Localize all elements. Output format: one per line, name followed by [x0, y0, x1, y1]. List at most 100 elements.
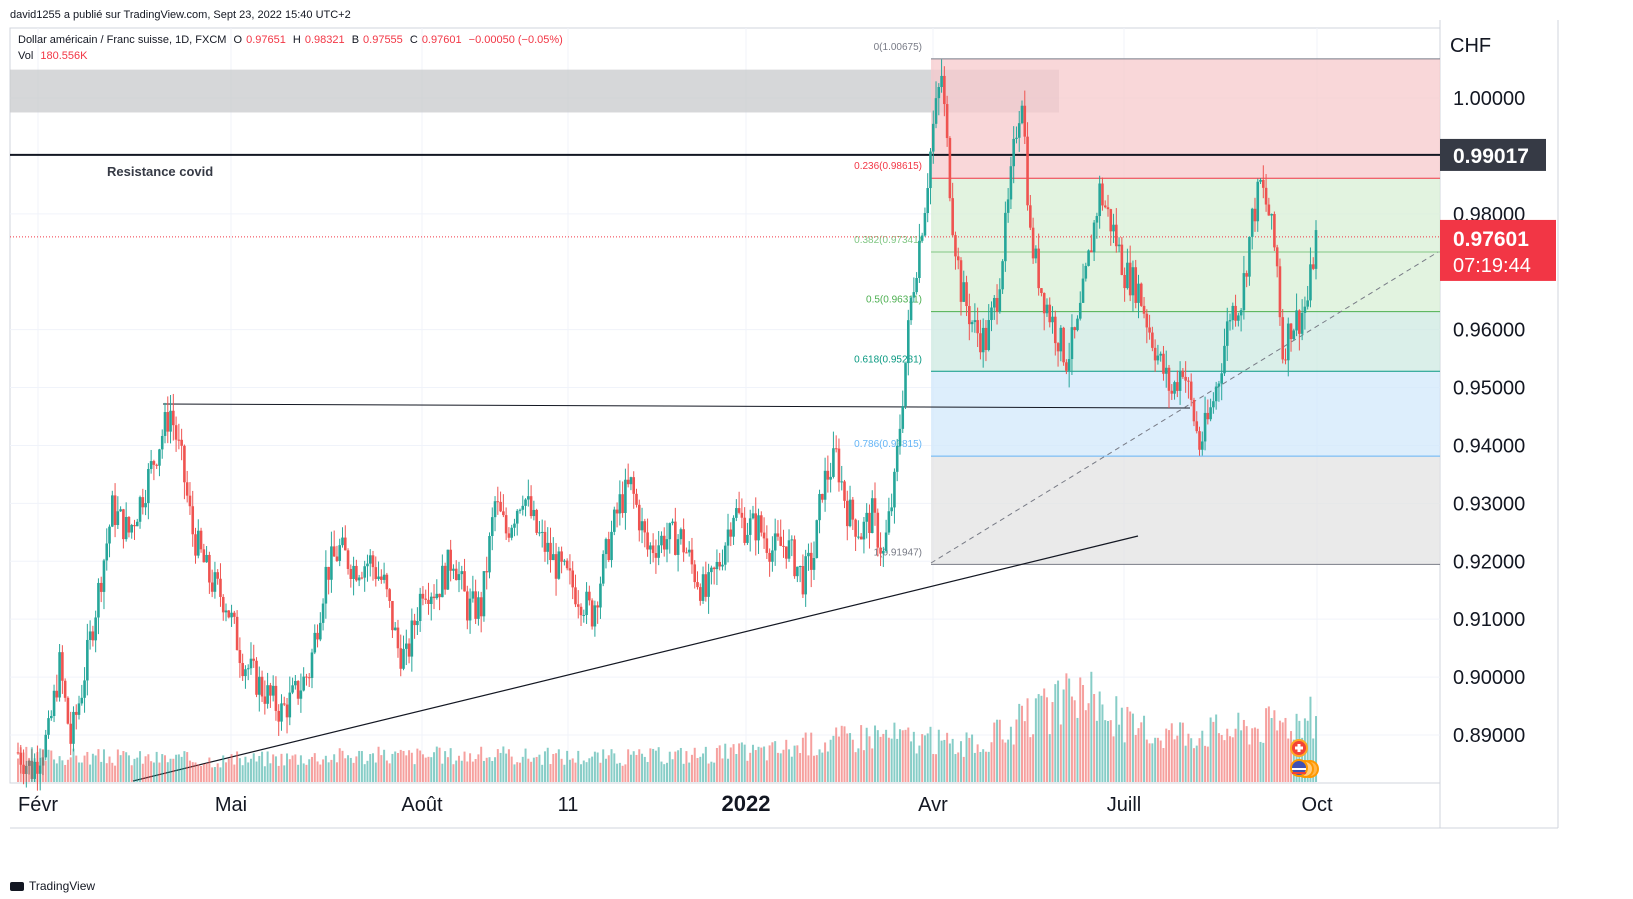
candle-body	[1045, 304, 1049, 314]
candle-body	[887, 511, 891, 533]
volume-bar	[1229, 736, 1232, 782]
candle-body	[923, 213, 927, 236]
volume-bar	[771, 742, 774, 782]
volume-bar	[1093, 694, 1096, 782]
fib-label-0.382: 0.382(0.97341)	[854, 235, 922, 246]
volume-bar	[377, 746, 380, 782]
candle-body	[843, 481, 846, 501]
volume-bar	[1068, 678, 1071, 782]
candle-body	[640, 521, 644, 531]
volume-bar	[1187, 733, 1190, 782]
candle-body	[418, 593, 422, 621]
candle-body	[876, 512, 880, 548]
candle-body	[335, 556, 339, 561]
candle-body	[504, 515, 508, 534]
candle-body	[1120, 244, 1124, 275]
volume-bar	[699, 756, 702, 782]
candle-body	[1273, 214, 1276, 248]
candle-body	[743, 517, 746, 543]
candle-body	[1167, 367, 1171, 391]
candle-body	[330, 546, 333, 580]
candle-body	[1153, 347, 1157, 361]
volume-bar	[1168, 730, 1171, 782]
volume-bar	[807, 755, 810, 782]
volume-bar	[510, 756, 513, 782]
candle-body	[310, 652, 314, 678]
candle-body	[721, 564, 724, 567]
symbol-legend[interactable]: Dollar américain / Franc suisse, 1D, FXC…	[18, 34, 567, 46]
candle-body	[790, 539, 794, 541]
candle-body	[568, 568, 572, 571]
volume-bar	[141, 763, 144, 782]
candle-body	[166, 412, 170, 432]
volume-bar	[330, 759, 333, 782]
symbol-title: Dollar américain / Franc suisse, 1D, FXC…	[18, 34, 227, 46]
volume-bar	[144, 756, 147, 782]
candle-body	[1270, 214, 1273, 216]
volume-bar	[879, 736, 882, 782]
candle-body	[249, 658, 253, 669]
volume-bar	[1104, 720, 1107, 782]
volume-bar	[1059, 724, 1062, 782]
time-tick-label: 2022	[722, 791, 771, 816]
candle-body	[585, 591, 588, 616]
tradingview-brand[interactable]: TradingView	[10, 879, 95, 893]
candle-body	[349, 568, 353, 579]
candle-body	[396, 627, 400, 649]
volume-bar	[1170, 723, 1173, 782]
candle-body	[765, 538, 769, 553]
volume-bar	[840, 725, 843, 782]
volume-label: Vol	[18, 50, 34, 62]
candle-body	[973, 320, 977, 323]
volume-bar	[585, 762, 588, 782]
volume-bar	[857, 748, 860, 782]
volume-bar	[990, 742, 993, 782]
candle-body	[288, 692, 292, 718]
candle-body	[751, 513, 755, 519]
candle-body	[729, 529, 733, 537]
candle-body	[482, 571, 486, 617]
volume-bar	[815, 755, 818, 782]
candle-body	[1209, 407, 1212, 420]
volume-bar	[937, 729, 940, 782]
candle-body	[679, 529, 683, 540]
volume-bar	[161, 754, 164, 782]
volume-bar	[297, 764, 300, 782]
candle-body	[956, 256, 960, 261]
candle-body	[1048, 304, 1052, 323]
volume-bars	[17, 671, 1317, 782]
volume-bar	[629, 754, 632, 782]
volume-bar	[1065, 673, 1068, 782]
volume-bar	[776, 752, 779, 782]
candle-body	[380, 576, 383, 580]
volume-bar	[444, 751, 447, 782]
candle-body	[502, 511, 505, 516]
candle-body	[762, 532, 766, 539]
candle-body	[47, 718, 50, 735]
volume-bar	[568, 759, 571, 782]
volume-bar	[286, 753, 289, 782]
resistance-price-tag	[1440, 138, 1546, 171]
volume-bar	[851, 739, 854, 782]
candle-body	[1300, 312, 1304, 334]
candle-body	[934, 98, 938, 124]
volume-bar	[294, 754, 297, 782]
candle-body	[540, 531, 544, 533]
fib-zone-0.382	[931, 251, 1440, 312]
candle-body	[621, 494, 624, 513]
volume-bar	[926, 733, 929, 782]
volume-bar	[865, 727, 868, 782]
candle-body	[940, 75, 943, 87]
volume-bar	[690, 754, 693, 782]
volume-bar	[125, 752, 128, 782]
volume-legend[interactable]: Vol 180.556K	[18, 50, 87, 62]
countdown-text: 07:19:44	[1453, 255, 1531, 277]
candle-body	[1145, 313, 1149, 328]
volume-bar	[688, 762, 691, 782]
candle-body	[149, 461, 153, 470]
candle-body	[1173, 382, 1176, 394]
candle-body	[518, 509, 522, 511]
volume-bar	[283, 765, 286, 782]
candle-body	[1206, 412, 1210, 420]
